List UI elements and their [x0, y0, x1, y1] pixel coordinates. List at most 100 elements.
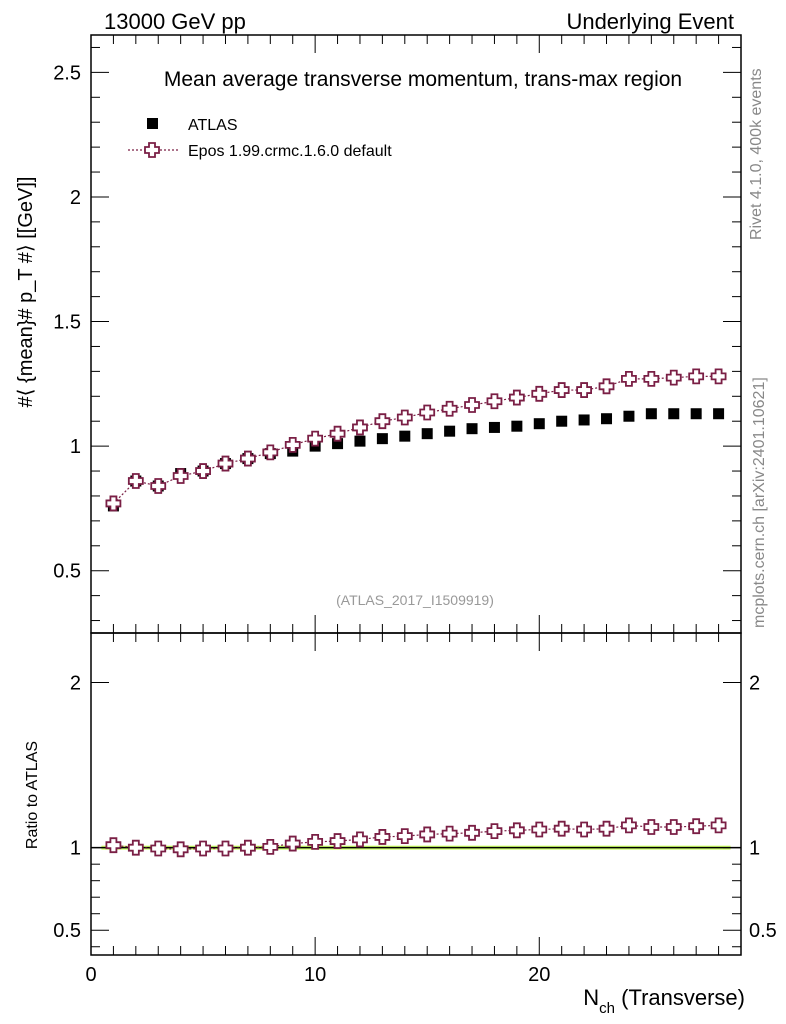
ratio-point — [284, 835, 301, 852]
mc-point — [105, 495, 122, 512]
mc-point — [262, 444, 279, 461]
ratio-point — [643, 819, 660, 835]
ratio-point — [396, 828, 413, 845]
mc-point — [576, 382, 593, 398]
ratio-point — [710, 817, 727, 834]
ratio-point — [665, 819, 682, 835]
ratio-point — [352, 831, 368, 848]
mc-point — [643, 370, 660, 387]
ratio-point — [127, 839, 144, 856]
ratio-frame — [90, 632, 742, 956]
ratio-point — [508, 822, 525, 839]
ratio-series — [105, 817, 727, 858]
ratio-point — [374, 829, 391, 845]
atlas-point — [421, 428, 433, 440]
ratio-point — [486, 823, 503, 840]
mc-point — [239, 450, 256, 467]
ratio-point — [105, 837, 122, 854]
xtick-label: 20 — [528, 964, 550, 986]
legend: ATLAS Epos 1.99.crmc.1.6.0 default — [128, 117, 392, 160]
main-ytick-label: 1 — [70, 436, 81, 458]
ratio-point — [464, 824, 480, 841]
atlas-point — [533, 418, 545, 430]
mc-point — [508, 389, 525, 406]
atlas-point — [556, 415, 568, 427]
ratio-point — [419, 826, 436, 843]
legend-atlas-label: ATLAS — [188, 117, 238, 134]
legend-mc-label: Epos 1.99.crmc.1.6.0 default — [188, 143, 392, 160]
main-ytick-label: 1.5 — [53, 312, 81, 334]
ratio-point — [598, 820, 615, 837]
ratio-point — [262, 838, 279, 855]
ratio-point — [150, 840, 167, 857]
atlas-point — [578, 414, 590, 426]
xtick-label: 10 — [304, 964, 326, 986]
xlabel: Nch (Transverse) — [583, 985, 745, 1017]
mc-point — [710, 368, 727, 385]
xtick-label: 0 — [85, 964, 96, 986]
main-axis-ticks — [90, 35, 742, 633]
mc-point — [127, 473, 144, 489]
ratio-ytick-label-right: 2 — [749, 673, 760, 695]
ratio-ytick-label-right: 1 — [749, 838, 760, 860]
mc-point — [688, 368, 705, 385]
chart-title: Mean average transverse momentum, trans-… — [164, 68, 682, 91]
main-tick-labels: 0.5 1 1.5 2 2.5 — [53, 62, 81, 582]
mc-point — [150, 478, 167, 494]
xlabel-rest: (Transverse) — [615, 985, 745, 1010]
ratio-point — [307, 833, 324, 850]
atlas-point — [601, 413, 613, 425]
mc-point — [441, 400, 458, 417]
atlas-point — [354, 435, 366, 447]
mc-point — [172, 468, 189, 484]
rivet-label: Rivet 4.1.0, 400k events — [748, 68, 765, 240]
main-panel: 0.5 1 1.5 2 2.5 Mean average transverse mome… — [15, 34, 742, 634]
header-left: 13000 GeV pp — [104, 9, 246, 34]
mc-point — [553, 382, 570, 398]
atlas-point — [668, 408, 680, 420]
mc-markers — [105, 368, 727, 512]
xlabel-sub: ch — [599, 1000, 615, 1017]
legend-atlas-marker — [147, 118, 158, 129]
ratio-point — [531, 821, 548, 838]
ratio-ytick-label: 2 — [70, 673, 81, 695]
mc-point — [486, 393, 503, 410]
main-ytick-label: 2.5 — [53, 62, 81, 84]
atlas-point — [511, 420, 523, 432]
mc-point — [531, 385, 548, 402]
main-ylabel: #⟨ {mean}# p_T #⟩ [[GeV]] — [15, 177, 37, 408]
main-ytick-label: 0.5 — [53, 561, 81, 583]
legend-mc-marker — [144, 142, 160, 158]
mc-point — [665, 369, 682, 386]
ratio-axis-ticks — [90, 633, 742, 955]
mc-point — [374, 413, 391, 430]
ratio-point — [441, 825, 458, 842]
svg-text:Nch (Transverse): Nch (Transverse) — [583, 985, 745, 1017]
header-right: Underlying Event — [566, 9, 734, 34]
ratio-tick-labels: 0.5 0.51 12 20 10 20 — [53, 673, 777, 986]
ratio-point — [172, 841, 189, 858]
atlas-point — [444, 425, 456, 437]
atlas-series — [107, 408, 725, 512]
mc-point — [464, 397, 480, 413]
ratio-point — [239, 839, 256, 856]
ratio-ytick-label-right: 0.5 — [749, 920, 777, 942]
ratio-ylabel: Ratio to ATLAS — [24, 741, 41, 849]
mc-point — [419, 404, 436, 421]
atlas-point — [332, 438, 344, 450]
mc-point — [396, 409, 413, 426]
ratio-line — [113, 824, 719, 850]
mc-point — [598, 378, 615, 395]
mc-point — [284, 436, 301, 453]
mc-point — [621, 370, 637, 387]
mc-point — [329, 425, 346, 442]
mc-series — [112, 375, 719, 504]
atlas-point — [645, 408, 657, 420]
atlas-point — [488, 421, 500, 433]
atlas-point — [399, 430, 411, 442]
atlas-point — [466, 423, 478, 435]
ratio-point — [329, 833, 346, 849]
ratio-ytick-label: 0.5 — [53, 920, 81, 942]
mc-point — [352, 419, 368, 436]
